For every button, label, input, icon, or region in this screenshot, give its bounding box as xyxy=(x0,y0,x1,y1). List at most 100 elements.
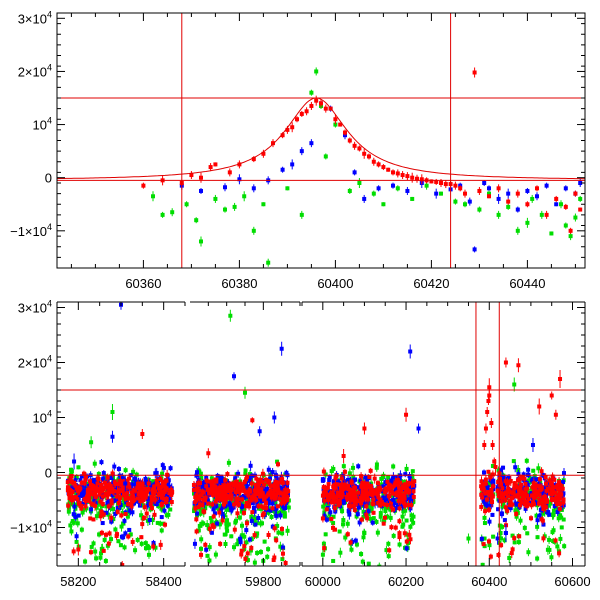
data-point xyxy=(155,496,160,501)
data-point xyxy=(212,511,217,516)
data-point xyxy=(439,181,443,185)
data-point xyxy=(374,519,379,524)
data-point xyxy=(515,207,520,212)
data-point xyxy=(405,188,410,193)
data-point xyxy=(249,545,254,550)
data-point xyxy=(252,560,257,565)
data-point xyxy=(238,536,243,541)
data-point xyxy=(332,479,337,484)
data-point xyxy=(397,486,402,491)
data-point xyxy=(219,474,224,479)
data-point xyxy=(366,509,371,514)
data-point xyxy=(207,491,212,496)
data-point xyxy=(132,497,137,502)
data-point xyxy=(119,513,124,518)
data-point xyxy=(136,483,141,488)
data-point xyxy=(242,544,247,549)
data-point xyxy=(143,476,148,481)
data-point xyxy=(239,552,244,557)
data-point xyxy=(198,502,203,507)
data-point xyxy=(217,497,222,502)
data-point xyxy=(122,518,127,523)
data-point xyxy=(213,484,218,489)
data-point xyxy=(248,498,253,503)
data-point xyxy=(409,503,414,508)
data-point xyxy=(381,502,386,507)
data-point xyxy=(578,196,583,201)
data-point xyxy=(203,495,208,500)
data-point xyxy=(256,492,261,497)
data-point xyxy=(242,479,247,484)
data-point xyxy=(259,504,264,509)
data-point xyxy=(496,186,501,191)
data-point xyxy=(335,499,340,504)
data-point xyxy=(278,513,283,518)
data-point xyxy=(487,186,491,191)
data-point xyxy=(314,69,319,74)
data-point xyxy=(409,517,414,522)
data-point xyxy=(397,531,402,536)
data-point xyxy=(400,173,405,178)
data-point xyxy=(144,511,149,516)
data-point xyxy=(220,511,225,516)
data-point xyxy=(243,494,248,499)
data-point xyxy=(227,170,232,175)
data-point xyxy=(218,541,223,546)
data-point xyxy=(375,530,380,535)
data-point xyxy=(236,497,241,502)
data-point xyxy=(349,479,354,484)
data-point xyxy=(87,495,92,500)
data-point xyxy=(341,464,346,469)
data-point xyxy=(161,483,166,488)
data-point xyxy=(230,481,235,486)
data-point xyxy=(115,509,120,514)
data-point xyxy=(429,179,434,184)
data-point xyxy=(405,493,410,498)
data-point xyxy=(158,499,163,504)
data-point xyxy=(75,497,80,502)
data-point xyxy=(266,510,271,515)
data-point xyxy=(156,493,161,498)
data-point xyxy=(199,188,203,193)
data-point xyxy=(299,111,304,116)
data-point xyxy=(199,537,204,542)
data-point xyxy=(126,501,131,506)
data-point xyxy=(149,484,154,489)
data-point xyxy=(362,485,367,490)
data-point xyxy=(107,531,112,536)
data-point xyxy=(259,487,264,492)
data-point xyxy=(115,503,120,508)
data-point xyxy=(240,501,245,506)
data-point xyxy=(106,541,111,546)
data-point xyxy=(404,546,409,551)
data-point xyxy=(66,509,71,514)
data-point xyxy=(382,498,387,503)
data-point xyxy=(213,499,218,504)
data-point xyxy=(222,532,227,537)
data-point xyxy=(213,162,218,167)
data-point xyxy=(386,493,391,498)
data-point xyxy=(226,460,231,465)
data-point xyxy=(110,493,115,498)
data-point xyxy=(110,489,115,494)
data-point xyxy=(578,181,583,185)
data-point xyxy=(349,492,354,497)
data-point xyxy=(270,470,275,475)
data-point xyxy=(83,477,88,482)
data-point xyxy=(164,478,169,483)
data-point xyxy=(341,522,346,527)
data-point xyxy=(162,496,167,501)
data-point xyxy=(72,480,77,485)
data-point xyxy=(363,493,368,498)
data-point xyxy=(226,485,231,490)
data-point xyxy=(233,476,238,481)
data-point xyxy=(320,477,325,482)
data-point xyxy=(201,490,206,495)
data-point xyxy=(83,504,88,509)
data-point xyxy=(116,466,121,471)
data-point xyxy=(285,485,290,490)
data-point xyxy=(139,535,144,540)
data-point xyxy=(262,505,267,510)
data-point xyxy=(397,535,402,540)
data-point xyxy=(242,507,247,512)
